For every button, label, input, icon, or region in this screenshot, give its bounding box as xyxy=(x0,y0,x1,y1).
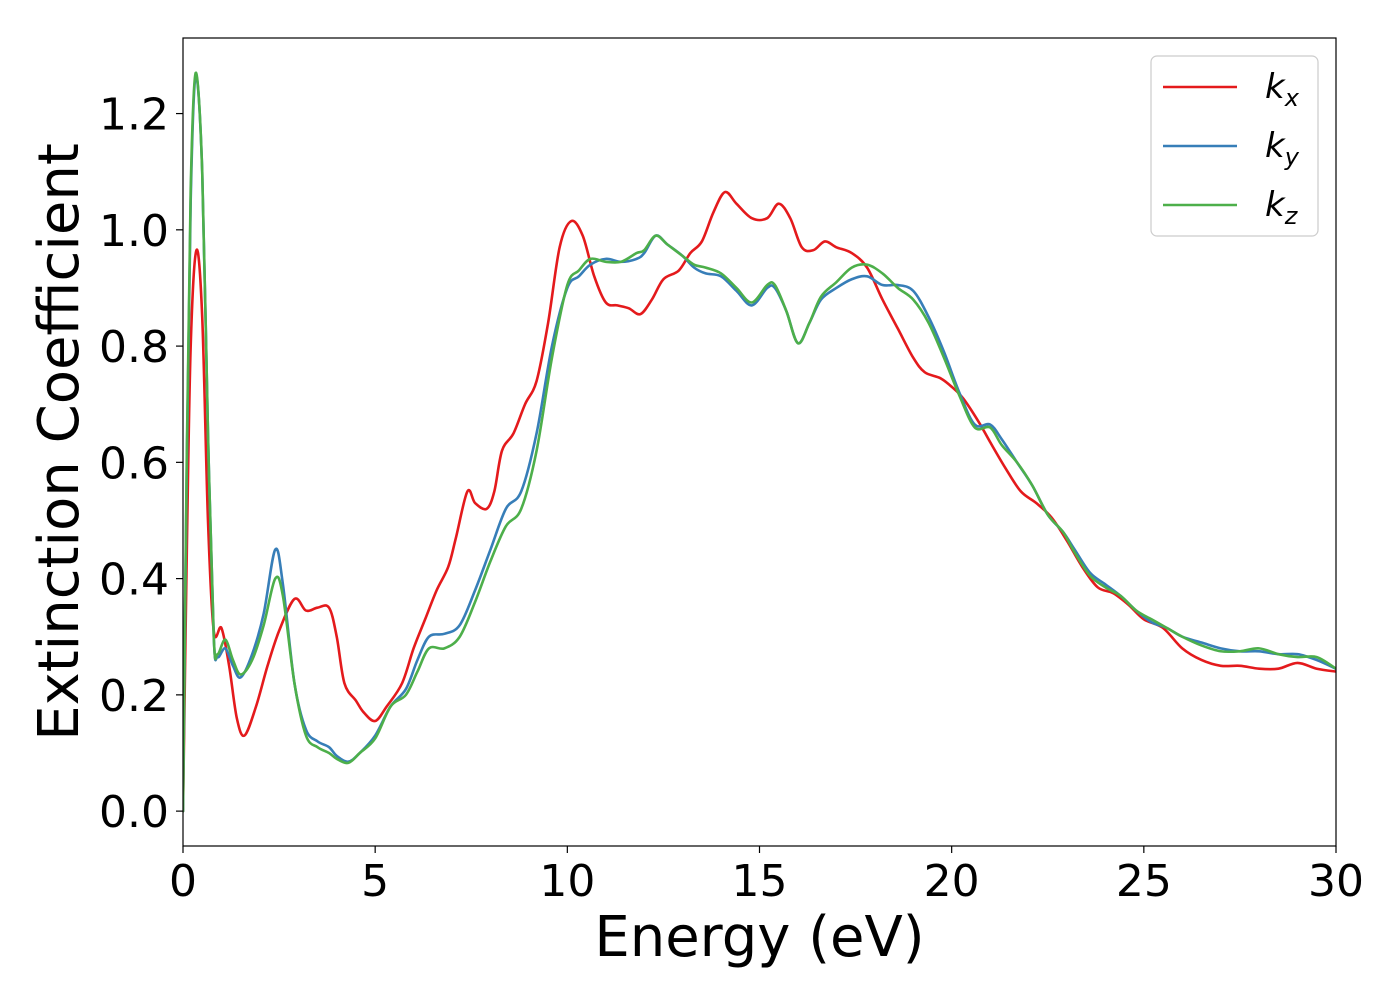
y-tick-label: 0.0 xyxy=(99,787,169,838)
x-tick-label: 0 xyxy=(169,856,197,907)
y-tick-label: 1.2 xyxy=(99,90,169,141)
y-tick-label: 0.2 xyxy=(99,671,169,722)
x-tick-label: 25 xyxy=(1116,856,1172,907)
y-tick-label: 1.0 xyxy=(99,206,169,257)
x-tick-label: 30 xyxy=(1308,856,1364,907)
series-line-kz xyxy=(183,71,1336,813)
series-layer xyxy=(183,71,1336,813)
y-tick-label: 0.8 xyxy=(99,322,169,373)
legend-label: ky xyxy=(1265,126,1300,171)
legend-label: kz xyxy=(1265,185,1299,230)
y-axis-title: Extinction Coefficient xyxy=(27,143,92,741)
x-tick-label: 10 xyxy=(539,856,595,907)
x-tick-label: 20 xyxy=(924,856,980,907)
y-tick-label: 0.6 xyxy=(99,438,169,489)
legend-label: kx xyxy=(1265,67,1300,112)
y-axis: 0.0 0.2 0.4 0.6 0.8 1.0 1.2 xyxy=(99,90,183,838)
y-tick-label: 0.4 xyxy=(99,555,169,606)
x-axis-title: Energy (eV) xyxy=(594,905,924,970)
legend: kx ky kz xyxy=(1150,55,1319,237)
x-axis: 0 5 10 15 20 25 30 xyxy=(169,846,1364,907)
x-tick-label: 5 xyxy=(361,856,389,907)
series-line-kx xyxy=(183,190,1336,813)
x-tick-label: 15 xyxy=(732,856,788,907)
